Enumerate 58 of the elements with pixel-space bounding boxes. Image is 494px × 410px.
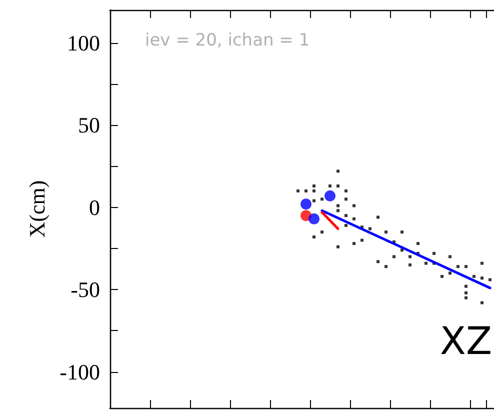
point — [352, 204, 356, 208]
point — [360, 238, 364, 242]
point — [312, 184, 316, 188]
y-axis-title: X(cm) — [24, 180, 50, 238]
point — [328, 184, 332, 188]
point — [440, 274, 444, 278]
point — [400, 230, 404, 234]
point — [448, 255, 452, 258]
y-tick-label: -50 — [70, 277, 100, 302]
point — [456, 265, 460, 268]
y-tick-label: 100 — [67, 30, 100, 56]
y-tick-label: -100 — [60, 359, 100, 384]
point — [368, 227, 372, 230]
point — [344, 224, 348, 227]
point — [480, 301, 484, 304]
point — [336, 204, 340, 208]
point — [312, 235, 316, 238]
point — [376, 216, 380, 219]
point — [336, 245, 340, 248]
point — [472, 274, 476, 278]
point — [448, 272, 452, 275]
point — [464, 296, 468, 300]
point — [384, 230, 388, 234]
point — [416, 242, 420, 246]
point — [312, 189, 316, 192]
point — [304, 189, 308, 192]
point — [464, 291, 468, 294]
point — [352, 242, 356, 246]
point — [344, 189, 348, 192]
point — [464, 284, 468, 288]
point — [344, 214, 348, 218]
point — [408, 255, 412, 258]
point — [300, 198, 312, 210]
annotation: XZ — [440, 319, 492, 363]
point — [336, 184, 340, 188]
point — [392, 255, 396, 258]
point — [320, 198, 324, 201]
y-tick-label: 0 — [89, 194, 100, 220]
point — [480, 276, 484, 280]
point — [296, 189, 300, 192]
point — [308, 213, 320, 224]
point — [432, 252, 436, 255]
point — [424, 262, 428, 265]
point — [344, 198, 348, 201]
y-tick-label: 50 — [78, 112, 100, 138]
annotation: iev = 20, ichan = 1 — [145, 30, 310, 50]
point — [352, 217, 356, 220]
point — [320, 230, 324, 234]
point — [336, 170, 340, 173]
point — [480, 262, 484, 265]
point — [312, 199, 316, 202]
point — [384, 265, 388, 268]
point — [376, 260, 380, 264]
point — [324, 190, 336, 202]
point — [488, 278, 492, 282]
point — [464, 265, 468, 268]
point — [336, 209, 340, 212]
point — [408, 263, 412, 266]
